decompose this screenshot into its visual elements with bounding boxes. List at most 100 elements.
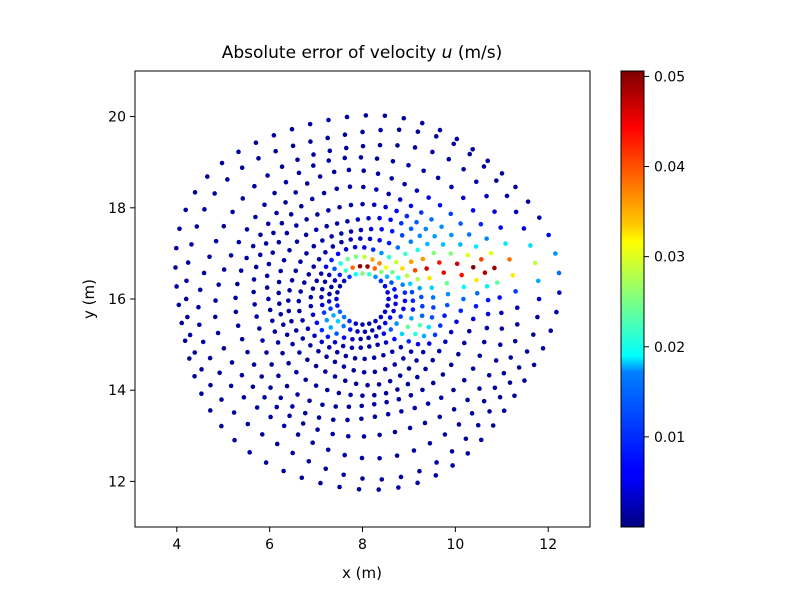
scatter-point — [306, 459, 312, 464]
scatter-point — [197, 322, 202, 328]
scatter-point — [339, 231, 344, 236]
scatter-point — [379, 477, 385, 482]
scatter-point — [430, 357, 436, 363]
scatter-point — [382, 283, 388, 289]
scatter-point — [497, 394, 503, 400]
scatter-point — [302, 410, 308, 416]
scatter-point — [279, 164, 285, 170]
scatter-point — [284, 383, 290, 389]
scatter-point — [367, 344, 372, 349]
scatter-point — [360, 129, 365, 135]
scatter-point — [221, 346, 227, 351]
scatter-point — [406, 366, 412, 371]
scatter-point — [414, 219, 419, 225]
scatter-point — [448, 329, 454, 335]
scatter-point — [217, 370, 222, 376]
scatter-point — [358, 227, 364, 233]
scatter-point — [392, 336, 397, 342]
scatter-point — [504, 193, 510, 199]
scatter-point — [486, 373, 492, 378]
scatter-point — [314, 320, 320, 326]
scatter-point — [366, 321, 372, 326]
scatter-point — [262, 202, 267, 208]
scatter-point — [264, 285, 270, 290]
scatter-point — [290, 143, 296, 149]
scatter-point — [463, 436, 469, 442]
scatter-point — [360, 322, 365, 327]
scatter-point — [298, 289, 303, 294]
scatter-point — [307, 121, 313, 127]
scatter-point — [494, 280, 500, 285]
scatter-point — [323, 369, 328, 374]
scatter-point — [499, 326, 505, 331]
scatter-point — [528, 243, 533, 248]
scatter-point — [308, 343, 313, 348]
scatter-point — [356, 486, 362, 492]
chart-title-italic: u — [442, 43, 453, 63]
scatter-point — [330, 417, 336, 423]
scatter-point — [280, 322, 286, 328]
scatter-point — [548, 328, 554, 334]
scatter-point — [458, 308, 464, 314]
scatter-point — [396, 127, 402, 133]
scatter-point — [327, 291, 332, 297]
scatter-point — [392, 429, 398, 435]
scatter-point — [305, 326, 311, 332]
scatter-point — [406, 162, 411, 168]
scatter-point — [360, 271, 365, 276]
scatter-point — [233, 309, 239, 315]
scatter-point — [481, 398, 487, 404]
scatter-point — [540, 346, 546, 351]
scatter-point — [348, 237, 354, 242]
scatter-point — [351, 368, 356, 373]
scatter-point — [275, 340, 281, 345]
scatter-point — [376, 487, 382, 492]
scatter-point — [353, 254, 359, 260]
scatter-point — [409, 289, 415, 295]
scatter-point — [465, 252, 471, 258]
scatter-point — [389, 349, 395, 355]
scatter-point — [395, 387, 400, 392]
scatter-point — [347, 184, 353, 190]
scatter-point — [215, 330, 221, 336]
scatter-point — [228, 383, 234, 389]
scatter-point — [513, 289, 518, 294]
scatter-point — [467, 151, 473, 157]
scatter-point — [557, 290, 562, 295]
scatter-point — [345, 417, 350, 423]
scatter-point — [399, 331, 405, 337]
scatter-point — [270, 250, 276, 255]
scatter-point — [477, 353, 483, 359]
scatter-point — [374, 187, 379, 192]
scatter-point — [377, 432, 382, 438]
scatter-point — [479, 257, 484, 262]
scatter-point — [429, 315, 435, 320]
scatter-point — [419, 120, 425, 126]
scatter-point — [271, 133, 277, 138]
scatter-point — [245, 349, 250, 355]
x-tick-label: 4 — [172, 537, 181, 553]
scatter-point — [192, 350, 198, 355]
x-axis-label: x (m) — [342, 564, 382, 582]
scatter-point — [332, 278, 338, 283]
scatter-point — [411, 448, 417, 453]
scatter-point — [497, 342, 503, 348]
scatter-point — [244, 255, 249, 261]
scatter-point — [339, 239, 344, 245]
scatter-point — [290, 450, 295, 456]
scatter-point — [265, 221, 271, 227]
scatter-point — [396, 396, 402, 402]
scatter-point — [278, 312, 284, 317]
scatter-point — [415, 276, 421, 282]
scatter-point — [532, 260, 538, 266]
scatter-point — [492, 385, 498, 391]
scatter-point — [398, 221, 404, 226]
scatter-point — [407, 425, 413, 431]
scatter-point — [417, 322, 423, 328]
scatter-point — [359, 455, 365, 461]
scatter-point — [342, 452, 347, 458]
scatter-point — [263, 241, 269, 246]
scatter-point — [293, 190, 298, 195]
scatter-point — [194, 224, 200, 229]
scatter-point — [323, 264, 329, 270]
